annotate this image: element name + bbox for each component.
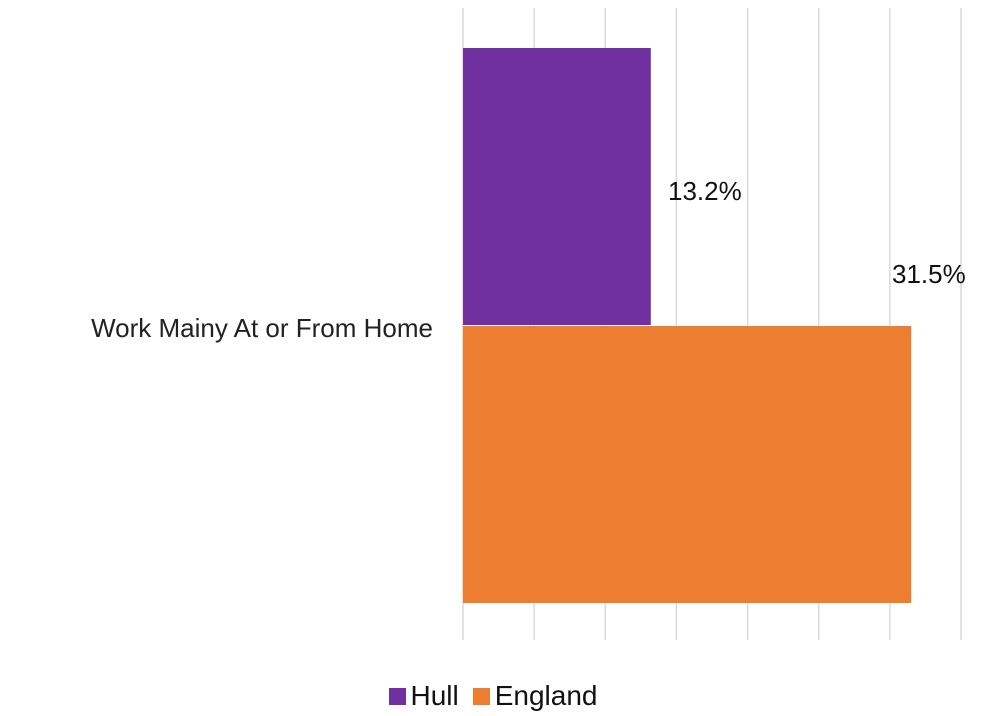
bar-hull	[463, 48, 651, 325]
bars	[463, 48, 912, 603]
legend-item-england: England	[472, 680, 598, 712]
legend-swatch-hull	[388, 687, 406, 705]
chart: Work Mainy At or From Home 13.2% 31.5%	[91, 8, 966, 640]
legend-item-hull: Hull	[388, 680, 459, 712]
category-label: Work Mainy At or From Home	[91, 313, 433, 343]
legend-swatch-england	[472, 687, 490, 705]
data-label-england: 31.5%	[892, 259, 966, 289]
legend-label-hull: Hull	[410, 680, 459, 711]
legend-label-england: England	[494, 680, 598, 711]
data-label-hull: 13.2%	[668, 176, 742, 206]
legend: Hull England	[0, 676, 986, 716]
bar-england	[463, 326, 912, 603]
